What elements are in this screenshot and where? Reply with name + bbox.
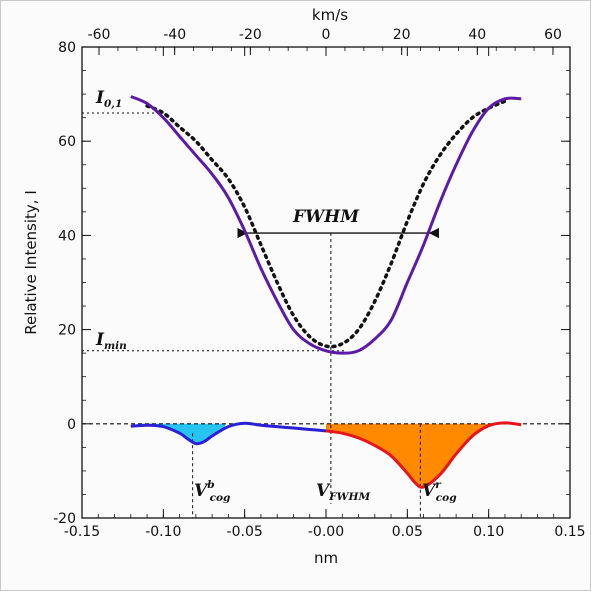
x-axis-title: nm (314, 549, 338, 567)
x-tick-label: 0.05 (392, 524, 423, 540)
y-tick-label: 60 (58, 134, 76, 150)
i01-label: I0,1 (95, 88, 122, 110)
x2-tick-label: -60 (88, 27, 111, 43)
y-tick-label: 80 (58, 40, 76, 56)
difference-curve-blue (130, 421, 327, 446)
x-tick-label: -0.10 (145, 524, 181, 540)
mirrored-profile-line (145, 99, 507, 349)
y-tick-label: -20 (53, 511, 76, 527)
x-tick-label: -0.05 (227, 524, 263, 540)
red-lobe-fill (326, 423, 497, 487)
x2-tick-label: 60 (544, 27, 562, 43)
y-tick-label: 0 (67, 417, 76, 433)
plot-frame (81, 46, 571, 519)
v-fwhm-label: VFWHM (316, 481, 370, 503)
x2-axis-title: km/s (312, 6, 348, 24)
x-tick-label: 0.15 (554, 524, 585, 540)
x2-tick-label: 0 (322, 27, 331, 43)
vb-cog-label: Vb cog (194, 479, 231, 504)
observed-profile-line (130, 95, 522, 355)
x2-tick-label: 40 (468, 27, 486, 43)
x-tick-label: -0.15 (64, 524, 100, 540)
difference-curve-red (325, 421, 522, 489)
y-tick-label: 40 (58, 228, 76, 244)
vr-cog-label: Vr cog (422, 479, 457, 504)
x2-tick-label: -40 (163, 27, 186, 43)
imin-label: Imin (95, 330, 127, 352)
x2-tick-label: -20 (239, 27, 262, 43)
y-axis-title: Relative Intensity, I (22, 190, 40, 335)
x2-tick-label: 20 (393, 27, 411, 43)
x-tick-label: -0.00 (308, 524, 344, 540)
x-tick-label: 0.10 (473, 524, 504, 540)
fwhm-label: FWHM (292, 207, 360, 227)
y-tick-label: 20 (58, 323, 76, 339)
